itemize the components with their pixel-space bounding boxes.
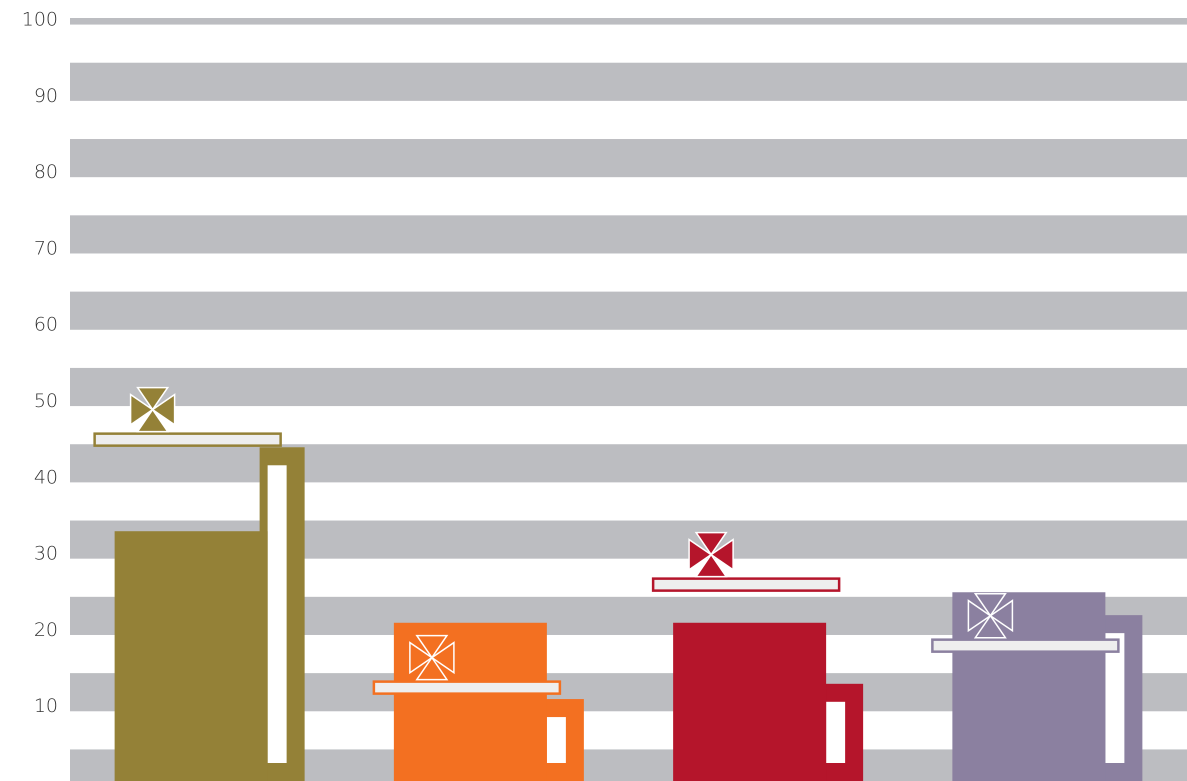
y-tick-label: 100: [22, 9, 58, 31]
cross-icon: [694, 553, 728, 578]
y-tick-label: 80: [34, 161, 58, 183]
cross-icon: [415, 656, 449, 681]
y-tick-label: 60: [34, 314, 58, 336]
handle-window: [546, 717, 566, 763]
y-tick-label: 10: [34, 695, 58, 717]
y-tick-label: 50: [34, 390, 58, 412]
y-tick-label: 40: [34, 466, 58, 488]
cross-icon: [136, 408, 170, 433]
cross-icon: [409, 641, 434, 675]
cross-icon: [136, 386, 170, 411]
body: [114, 531, 268, 781]
grid-band: [70, 367, 1187, 407]
grid-band: [70, 139, 1187, 178]
y-tick-label: 30: [34, 543, 58, 565]
cross-icon: [415, 634, 449, 659]
handle-window: [826, 701, 846, 763]
handle-window: [267, 465, 287, 763]
y-tick-label: 20: [34, 619, 58, 641]
grid-band: [70, 62, 1187, 101]
cross-icon: [989, 599, 1014, 633]
grid-band: [70, 444, 1187, 483]
cross-icon: [967, 599, 992, 633]
cross-icon: [151, 393, 176, 427]
cross-icon: [973, 614, 1007, 639]
grid-band: [70, 18, 1187, 25]
handle-window: [1105, 633, 1125, 763]
y-tick-label: 90: [34, 85, 58, 107]
cross-icon: [688, 538, 713, 572]
marker: [931, 638, 1120, 653]
cross-icon: [694, 531, 728, 556]
body: [673, 622, 827, 781]
marker: [651, 577, 841, 592]
y-tick-label: 70: [34, 237, 58, 259]
marker: [372, 680, 562, 695]
cross-icon: [430, 641, 455, 675]
cross-icon: [973, 592, 1007, 618]
grid-band: [70, 215, 1187, 254]
cross-icon: [129, 393, 154, 427]
cross-icon: [709, 538, 734, 572]
grid-band: [70, 291, 1187, 330]
marker: [93, 432, 282, 447]
